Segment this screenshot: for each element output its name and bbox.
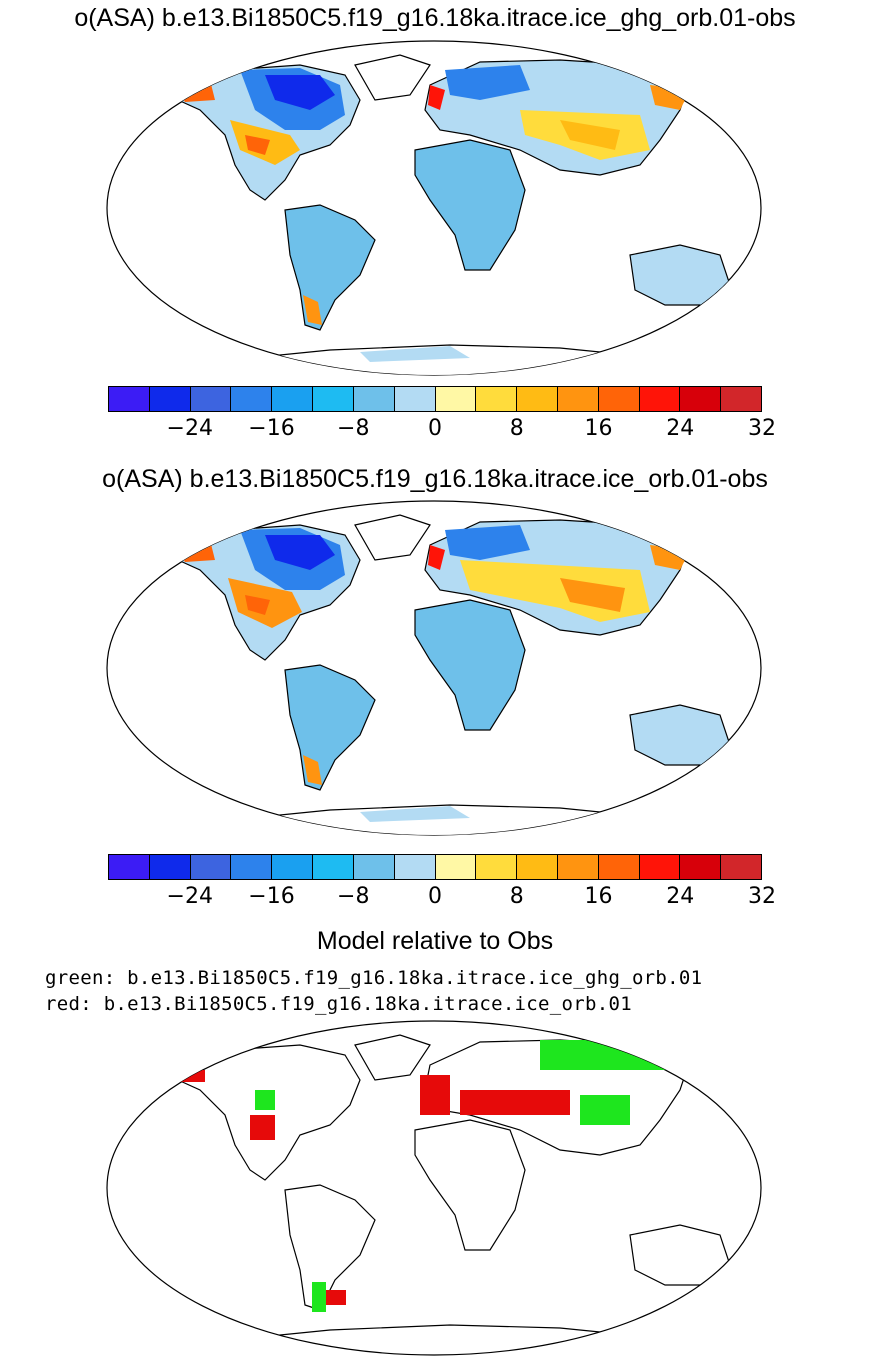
colorbar-1-cell-10 bbox=[517, 387, 558, 411]
colorbar-2-cell-13 bbox=[639, 855, 681, 879]
colorbar-1-tick-label: 24 bbox=[666, 416, 695, 441]
colorbar-2-cell-14 bbox=[680, 855, 722, 879]
colorbar-1-cell-0 bbox=[109, 387, 150, 411]
red-region-europe bbox=[420, 1075, 450, 1115]
colorbar-2-cell-9 bbox=[476, 855, 518, 879]
colorbar-2-tick-label: 16 bbox=[584, 884, 613, 909]
colorbar-2-cell-6 bbox=[353, 855, 395, 879]
panel2-colorbar bbox=[108, 854, 762, 880]
colorbar-1-tick-label: −16 bbox=[248, 416, 295, 441]
colorbar-2-tick-label: −24 bbox=[166, 884, 213, 909]
panel1-title: o(ASA) b.e13.Bi1850C5.f19_g16.18ka.itrac… bbox=[74, 4, 796, 32]
colorbar-1-cell-6 bbox=[353, 387, 395, 411]
panel2-map bbox=[106, 500, 762, 836]
colorbar-1-cell-7 bbox=[394, 387, 436, 411]
panel2-title: o(ASA) b.e13.Bi1850C5.f19_g16.18ka.itrac… bbox=[102, 465, 768, 493]
red-region-central-asia bbox=[460, 1090, 570, 1115]
colorbar-2-cell-5 bbox=[313, 855, 354, 879]
panel2-africa bbox=[414, 599, 526, 731]
colorbar-2-cell-2 bbox=[190, 855, 232, 879]
colorbar-1-cell-12 bbox=[598, 387, 640, 411]
green-region-alaska bbox=[200, 1042, 230, 1054]
colorbar-1-tick-label: −8 bbox=[337, 416, 370, 441]
colorbar-1-cell-2 bbox=[190, 387, 232, 411]
legend-green: green: b.e13.Bi1850C5.f19_g16.18ka.itrac… bbox=[45, 967, 703, 989]
colorbar-1-cell-9 bbox=[476, 387, 518, 411]
colorbar-1-tick-label: 32 bbox=[748, 416, 776, 441]
colorbar-1-tick-label: 16 bbox=[584, 416, 613, 441]
colorbar-2-cell-1 bbox=[149, 855, 191, 879]
green-region-patagonia bbox=[312, 1282, 326, 1312]
colorbar-2-tick-label: 32 bbox=[748, 884, 776, 909]
colorbar-1-cell-3 bbox=[231, 387, 273, 411]
green-region-east-asia bbox=[580, 1095, 630, 1125]
colorbar-2-tick-label: −16 bbox=[248, 884, 295, 909]
panel1-colorbar bbox=[108, 386, 762, 412]
colorbar-1-tick-label: 8 bbox=[509, 416, 524, 441]
colorbar-1-cell-4 bbox=[272, 387, 314, 411]
panel1-colorbar-ticks: −24 −16 −8 0 8 16 24 32 bbox=[108, 416, 776, 444]
colorbar-1-cell-1 bbox=[149, 387, 191, 411]
colorbar-2-cell-3 bbox=[231, 855, 273, 879]
panel2-colorbar-ticks: −24 −16 −8 0 8 16 24 32 bbox=[108, 884, 776, 912]
panel1-africa bbox=[414, 139, 526, 271]
red-region-east-na bbox=[250, 1115, 275, 1140]
colorbar-2-cell-4 bbox=[272, 855, 314, 879]
colorbar-1-tick-label: −24 bbox=[166, 416, 213, 441]
comparison-title: Model relative to Obs bbox=[316, 927, 554, 955]
colorbar-1-cell-15 bbox=[721, 387, 761, 411]
colorbar-2-cell-11 bbox=[557, 855, 599, 879]
comparison-map bbox=[106, 1020, 762, 1356]
panel1-map bbox=[106, 40, 762, 376]
colorbar-2-cell-10 bbox=[517, 855, 558, 879]
colorbar-2-cell-8 bbox=[435, 855, 477, 879]
red-region-west-na bbox=[175, 1070, 205, 1082]
colorbar-2-cell-7 bbox=[394, 855, 436, 879]
colorbar-1-cell-8 bbox=[435, 387, 477, 411]
colorbar-1-cell-13 bbox=[639, 387, 681, 411]
green-region-canada bbox=[255, 1090, 275, 1110]
colorbar-1-cell-11 bbox=[557, 387, 599, 411]
colorbar-2-tick-label: 0 bbox=[428, 884, 442, 909]
colorbar-2-cell-15 bbox=[721, 855, 761, 879]
green-region-siberia bbox=[540, 1040, 680, 1070]
colorbar-2-cell-12 bbox=[598, 855, 640, 879]
colorbar-2-tick-label: 8 bbox=[509, 884, 524, 909]
colorbar-2-tick-label: −8 bbox=[337, 884, 370, 909]
colorbar-2-cell-0 bbox=[109, 855, 150, 879]
legend-red: red: b.e13.Bi1850C5.f19_g16.18ka.itrace.… bbox=[45, 993, 632, 1015]
colorbar-1-tick-label: 0 bbox=[428, 416, 442, 441]
colorbar-1-cell-5 bbox=[313, 387, 354, 411]
colorbar-2-tick-label: 24 bbox=[666, 884, 695, 909]
red-region-patagonia bbox=[326, 1290, 346, 1305]
colorbar-1-cell-14 bbox=[680, 387, 722, 411]
